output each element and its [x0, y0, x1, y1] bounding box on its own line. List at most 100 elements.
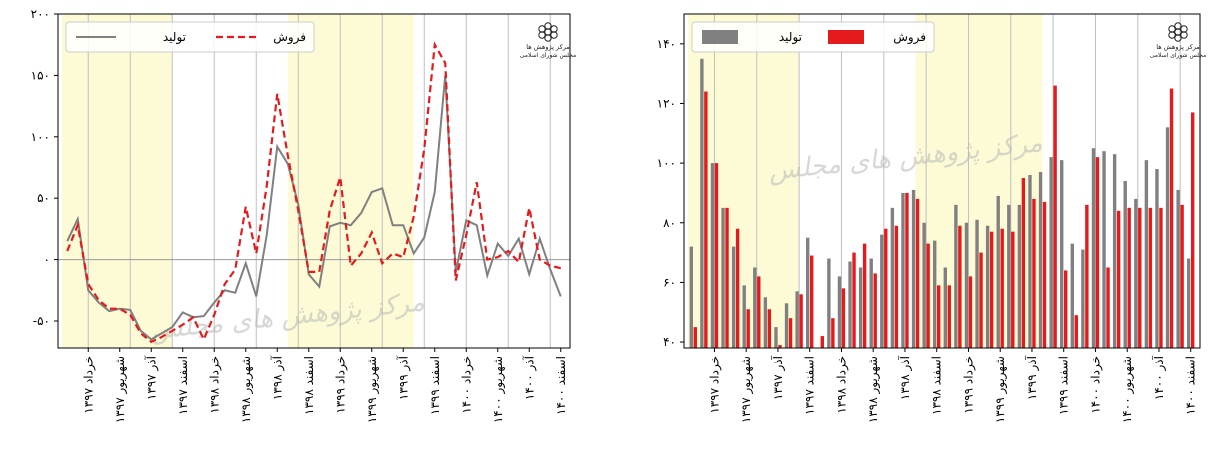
y-tick-label: ۱۵۰ [31, 68, 50, 82]
x-tick-label: اسفند ۱۳۹۷ [176, 356, 190, 415]
logo-text-line1: مرکز پژوهش ها [526, 43, 570, 51]
sales-bar [1011, 231, 1015, 348]
y-tick-label: ۵۰ [37, 191, 50, 205]
production-bar [731, 246, 736, 348]
sales-bar [1064, 270, 1068, 348]
x-tick-label: آذر ۱۴۰۰ [1151, 355, 1167, 400]
production-bar [784, 303, 789, 348]
sales-bar [894, 225, 899, 348]
production-bar [753, 267, 757, 348]
sales-bar [873, 273, 877, 348]
x-tick-label: اسفند ۱۴۰۰ [554, 356, 568, 415]
y-tick-label: ۸۰ [663, 216, 676, 230]
sales-bar [1180, 204, 1184, 348]
legend-sales-label: فروش [893, 30, 926, 45]
production-bar [1134, 198, 1138, 348]
sales-bar [915, 198, 920, 348]
legend-sales-swatch [828, 30, 864, 44]
production-bar [954, 204, 958, 348]
y-tick-label: ۲۰۰ [31, 7, 50, 21]
production-bar [1144, 160, 1149, 348]
legend-production-swatch [702, 30, 738, 44]
x-tick-label: شهریور ۱۳۹۸ [866, 356, 881, 423]
sales-bar [788, 318, 793, 348]
production-bar [901, 192, 905, 348]
sales-bar [1159, 207, 1163, 348]
sales-bar [1116, 210, 1121, 348]
x-tick-label: شهریور ۱۳۹۷ [739, 356, 754, 423]
legend-box [65, 21, 315, 53]
x-tick-label: شهریور ۱۴۰۰ [491, 356, 506, 423]
logo-text-line1: مرکز پژوهش ها [1156, 43, 1200, 51]
sales-bar [905, 192, 909, 348]
production-bar [869, 258, 873, 348]
logo-petal-icon [1174, 28, 1182, 36]
sales-bar [1085, 204, 1089, 348]
plot-frame [57, 13, 571, 349]
production-bar [1165, 127, 1170, 348]
production-bar [1155, 169, 1159, 348]
legend-sales-label: فروش [273, 30, 306, 45]
x-tick-label: خرداد ۱۴۰۰ [459, 356, 474, 414]
y-tick-label: ۱۴۰ [657, 37, 676, 51]
sales-bar [958, 225, 962, 348]
x-tick-label: اسفند ۱۳۹۹ [428, 356, 442, 415]
x-tick-label: اسفند ۱۳۹۸ [930, 356, 944, 415]
sales-bar [1095, 157, 1100, 348]
production-bar [1123, 181, 1127, 348]
sales-bar [1000, 228, 1004, 348]
y-tick-label: -۵۰ [33, 314, 50, 328]
production-bar [1007, 204, 1011, 348]
production-bar [975, 219, 979, 348]
sales-bar [767, 309, 772, 348]
production-bar [943, 267, 947, 348]
production-bar [763, 297, 768, 348]
shaded-period [62, 14, 173, 348]
sales-bar [1169, 88, 1174, 348]
sales-bar [799, 294, 803, 348]
x-tick-label: شهریور ۱۳۹۹ [365, 356, 380, 423]
sales-bar [968, 276, 973, 348]
sales-bar [862, 243, 867, 348]
production-bar [1081, 249, 1085, 348]
production-bar [964, 222, 969, 348]
logo-petal-icon [538, 25, 546, 33]
plot-frame [683, 13, 1201, 349]
logo-petal-icon [544, 28, 552, 36]
legend-box [691, 21, 935, 53]
production-bar [985, 225, 990, 348]
sales-bar [1042, 201, 1047, 348]
x-tick-label: خرداد ۱۳۹۹ [333, 356, 348, 414]
sales-line [66, 41, 562, 344]
x-tick-label: خرداد ۱۳۹۸ [207, 356, 222, 414]
production-bar [911, 189, 916, 348]
production-bar [1049, 157, 1053, 348]
sales-bar [704, 91, 708, 349]
shaded-period [287, 14, 414, 348]
x-tick-label: آذر ۱۳۹۷ [770, 355, 786, 400]
production-bar [1017, 204, 1022, 348]
sales-bar [831, 318, 835, 348]
y-tick-label: ۴۰ [663, 335, 676, 349]
production-bar [1028, 175, 1032, 348]
logo-petal-icon [1168, 25, 1176, 33]
production-bar [1070, 243, 1074, 348]
sales-bar [778, 345, 782, 348]
sales-bar [937, 285, 941, 348]
production-bar [858, 267, 863, 348]
production-bar [1112, 154, 1117, 348]
production-bar [1060, 160, 1064, 348]
x-tick-label: شهریور ۱۴۰۰ [1120, 356, 1135, 423]
production-line [66, 75, 562, 341]
sales-bar [926, 243, 930, 348]
production-bar [848, 261, 852, 348]
production-bar [700, 58, 704, 348]
legend-production-label: تولید [163, 30, 186, 45]
production-bar [1176, 189, 1180, 348]
sales-bar [746, 309, 750, 348]
x-tick-label: آذر ۱۳۹۹ [395, 355, 411, 400]
x-tick-label: آذر ۱۳۹۸ [269, 355, 285, 400]
